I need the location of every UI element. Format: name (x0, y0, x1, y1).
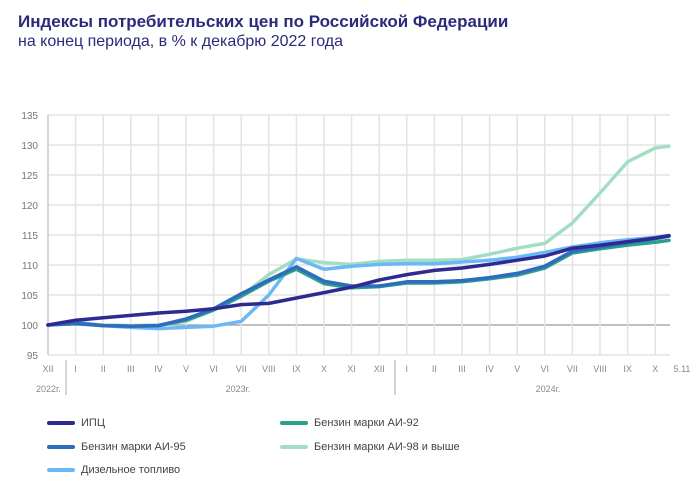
legend-swatch (47, 468, 75, 472)
x-tick-label: VI (541, 364, 550, 374)
x-tick-label: I (74, 364, 77, 374)
y-tick-label: 105 (21, 291, 38, 302)
x-tick-label: VII (567, 364, 578, 374)
legend-item: Дизельное топливо (47, 464, 180, 476)
legend-item: Бензин марки АИ-92 (280, 417, 419, 429)
x-tick-label: IV (485, 364, 494, 374)
year-label: 2022г. (36, 384, 61, 394)
year-label: 2024г. (536, 384, 561, 394)
x-tick-label: VIII (593, 364, 607, 374)
x-tick-label: II (101, 364, 106, 374)
x-tick-label: XII (42, 364, 53, 374)
legend-swatch (280, 421, 308, 425)
y-tick-label: 130 (21, 141, 38, 152)
legend-label: Бензин марки АИ-95 (81, 441, 186, 453)
x-tick-label: IV (154, 364, 163, 374)
legend-swatch (280, 445, 308, 449)
x-tick-label: XI (347, 364, 356, 374)
x-tick-label: XII (374, 364, 385, 374)
legend-label: Дизельное топливо (81, 464, 181, 476)
y-tick-label: 115 (22, 231, 38, 242)
x-tick-label: II (432, 364, 437, 374)
x-tick-label: IX (292, 364, 301, 374)
legend-label: Бензин марки АИ-98 и выше (314, 441, 460, 453)
x-tick-label: X (652, 364, 658, 374)
series-line-3 (46, 144, 671, 328)
y-tick-label: 135 (21, 111, 38, 122)
series-line-2 (46, 234, 671, 328)
x-tick-label: III (458, 364, 466, 374)
x-tick-label: VIII (262, 364, 276, 374)
year-label: 2023г. (226, 384, 251, 394)
legend-item: ИПЦ (47, 417, 105, 429)
y-tick-label: 110 (22, 261, 38, 272)
chart-title: Индексы потребительских цен по Российско… (18, 12, 509, 31)
legend-swatch (47, 445, 75, 449)
x-tick-label: V (514, 364, 520, 374)
legend-item: Бензин марки АИ-98 и выше (280, 441, 460, 453)
y-tick-label: 120 (21, 201, 38, 212)
x-tick-label: X (321, 364, 327, 374)
x-tick-label: I (406, 364, 409, 374)
series-line-0 (46, 233, 671, 327)
x-tick-label: VII (236, 364, 247, 374)
legend-swatch (47, 421, 75, 425)
x-tick-label: 5.11 (674, 364, 691, 374)
y-tick-label: 100 (21, 321, 38, 332)
legend-label: ИПЦ (81, 417, 105, 429)
y-tick-label: 95 (27, 351, 39, 362)
chart-subtitle: на конец периода, в % к декабрю 2022 год… (18, 33, 344, 50)
x-tick-label: VI (209, 364, 218, 374)
legend-item: Бензин марки АИ-95 (47, 441, 186, 453)
x-tick-label: V (183, 364, 189, 374)
x-tick-label: IX (623, 364, 632, 374)
x-tick-label: III (127, 364, 135, 374)
legend-label: Бензин марки АИ-92 (314, 417, 419, 429)
y-tick-label: 125 (21, 171, 38, 182)
